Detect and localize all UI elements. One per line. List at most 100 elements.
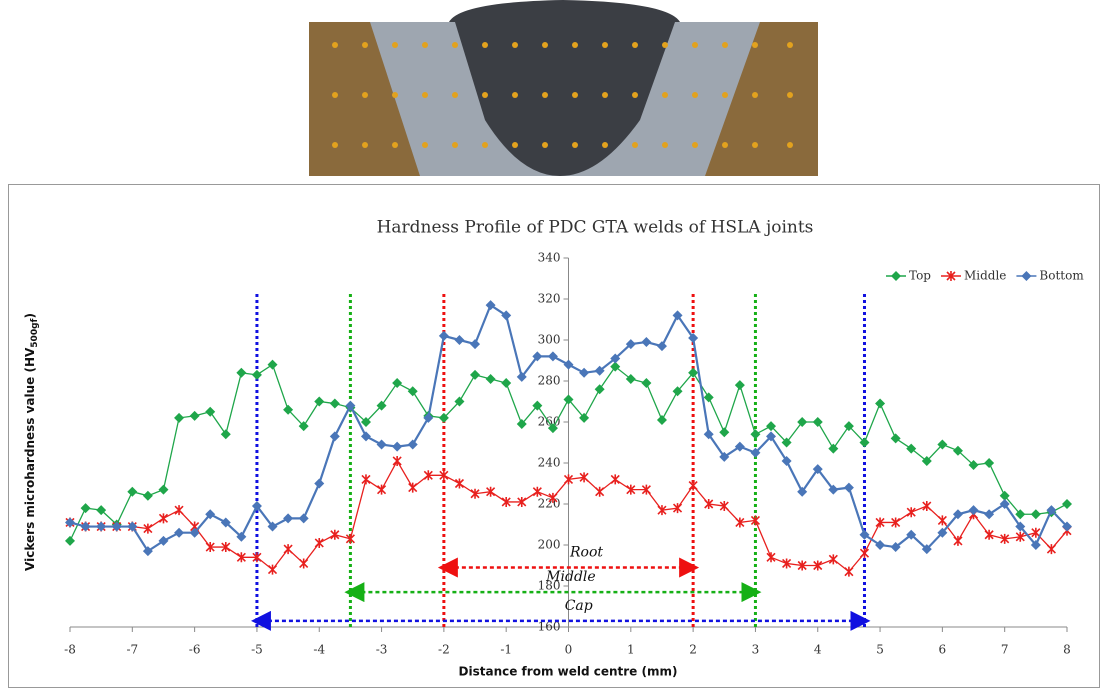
data-point — [501, 378, 511, 388]
y-tick-label: 320 — [538, 292, 561, 306]
y-label-sub: 500gf — [30, 318, 40, 347]
data-point — [393, 456, 401, 466]
y-tick-label: 280 — [538, 374, 561, 388]
data-point — [719, 427, 729, 437]
y-tick-label: 220 — [538, 497, 561, 511]
data-point — [907, 507, 915, 517]
data-point — [813, 417, 823, 427]
weld-photo — [309, 0, 818, 176]
data-point — [596, 487, 604, 497]
y-axis-label: Vickers microhardness value (HV500gf) — [23, 313, 40, 571]
data-point — [845, 567, 853, 577]
data-point — [938, 515, 946, 525]
data-point — [797, 417, 807, 427]
x-tick-label: 7 — [1001, 643, 1009, 657]
data-point — [767, 552, 775, 562]
data-point — [657, 415, 667, 425]
data-point — [1062, 499, 1072, 509]
data-point — [984, 458, 994, 468]
data-point — [439, 331, 449, 341]
data-point — [408, 440, 418, 450]
data-point — [143, 491, 153, 501]
data-point — [299, 513, 309, 523]
y-tick-label: 300 — [538, 333, 561, 347]
data-point — [392, 442, 402, 452]
data-point — [314, 479, 324, 489]
data-point — [205, 407, 215, 417]
data-point — [704, 392, 714, 402]
x-tick-label: -8 — [64, 643, 76, 657]
data-point — [829, 554, 837, 564]
data-point — [158, 485, 168, 495]
y-tick-label: 340 — [538, 251, 561, 265]
x-tick-label: 1 — [627, 643, 635, 657]
data-point — [300, 558, 308, 568]
data-point — [641, 337, 651, 347]
data-point — [579, 368, 589, 378]
data-point — [969, 505, 979, 515]
x-tick-label: 8 — [1063, 643, 1071, 657]
data-point — [750, 429, 760, 439]
data-point — [330, 399, 340, 409]
data-point — [331, 530, 339, 540]
x-tick-label: 3 — [752, 643, 760, 657]
legend-label: Top — [909, 269, 931, 283]
data-point — [985, 530, 993, 540]
data-point — [657, 341, 667, 351]
data-point — [361, 431, 371, 441]
data-point — [127, 487, 137, 497]
data-point — [174, 413, 184, 423]
data-point — [486, 374, 496, 384]
data-point — [190, 411, 200, 421]
data-point — [65, 536, 75, 546]
data-point — [641, 378, 651, 388]
data-point — [252, 370, 262, 380]
data-point — [81, 503, 91, 513]
legend-marker — [1021, 271, 1031, 281]
data-point — [346, 534, 354, 544]
data-point — [923, 501, 931, 511]
data-point — [875, 399, 885, 409]
zone-label: Cap — [565, 598, 593, 614]
y-label-end: ) — [23, 313, 37, 318]
data-point — [548, 351, 558, 361]
data-point — [533, 487, 541, 497]
x-tick-label: -5 — [251, 643, 263, 657]
x-tick-label: 2 — [689, 643, 697, 657]
data-point — [844, 483, 854, 493]
x-axis-label: Distance from weld centre (mm) — [459, 665, 678, 679]
x-tick-label: 4 — [814, 643, 822, 657]
data-point — [408, 386, 418, 396]
data-point — [735, 380, 745, 390]
data-point — [175, 505, 183, 515]
data-point — [470, 339, 480, 349]
data-point — [221, 429, 231, 439]
data-point — [470, 370, 480, 380]
y-label-main: Vickers microhardness value (HV — [23, 347, 37, 571]
data-point — [330, 431, 340, 441]
data-point — [159, 513, 167, 523]
x-tick-label: -3 — [376, 643, 388, 657]
data-point — [315, 538, 323, 548]
x-tick-label: -4 — [313, 643, 325, 657]
data-point — [377, 440, 387, 450]
x-tick-label: -1 — [500, 643, 512, 657]
data-point — [455, 479, 463, 489]
data-point — [283, 513, 293, 523]
page: Hardness Profile of PDC GTA welds of HSL… — [0, 0, 1102, 693]
chart-title: Hardness Profile of PDC GTA welds of HSL… — [377, 218, 814, 238]
data-point — [689, 481, 697, 491]
data-point — [860, 548, 868, 558]
zone-label: Root — [569, 545, 603, 561]
data-point — [269, 565, 277, 575]
data-point — [891, 433, 901, 443]
x-tick-label: -6 — [189, 643, 201, 657]
data-point — [1047, 544, 1055, 554]
zone-label: Middle — [545, 569, 596, 585]
data-point — [954, 536, 962, 546]
x-tick-label: -2 — [438, 643, 450, 657]
legend-marker — [891, 271, 901, 281]
y-tick-label: 240 — [538, 456, 561, 470]
data-point — [564, 360, 574, 370]
data-point — [362, 474, 370, 484]
